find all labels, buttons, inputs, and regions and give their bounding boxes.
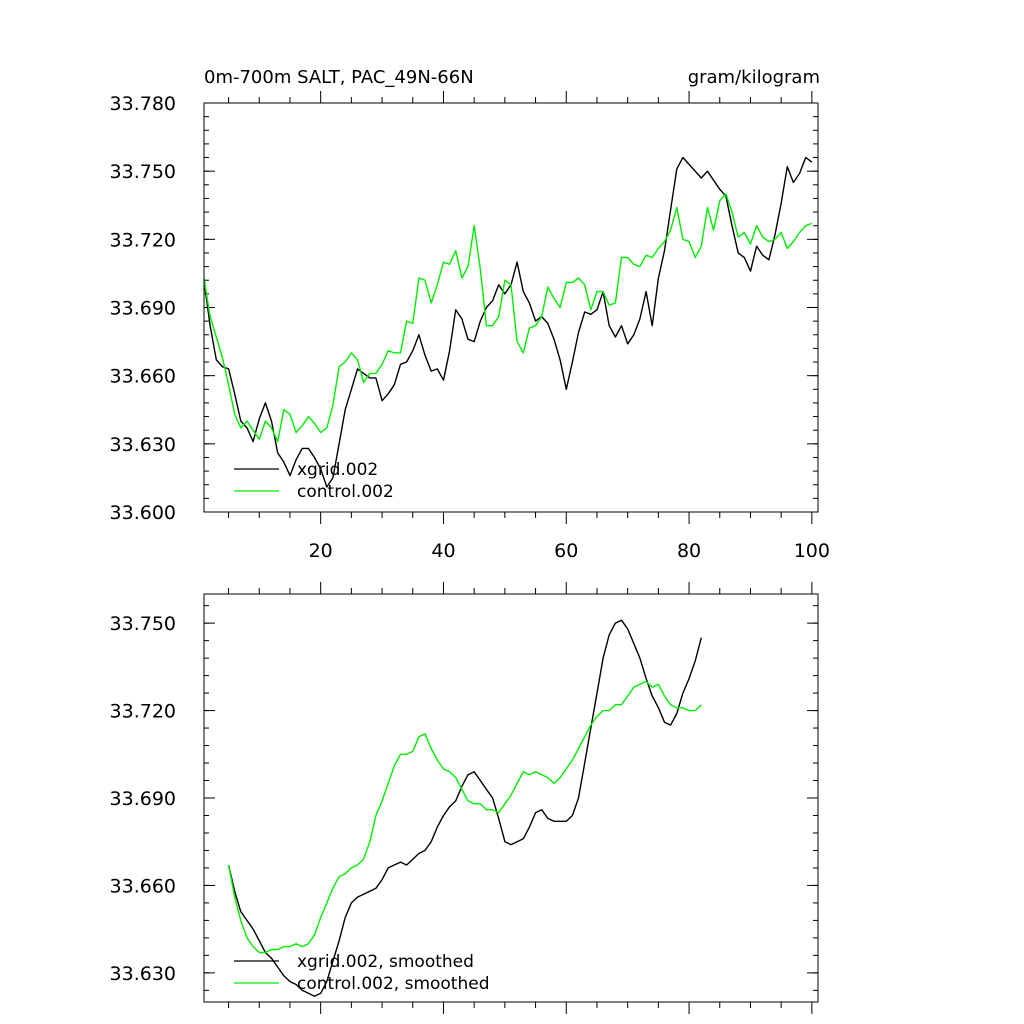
chart-title: 0m-700m SALT, PAC_49N-66N: [204, 67, 474, 88]
series-line-control: [203, 193, 813, 443]
minor-ticks: [204, 588, 818, 1008]
y-tick-label: 33.720: [110, 701, 176, 723]
legend-label-control: control.002: [297, 482, 394, 502]
x-tick-label: 100: [794, 540, 830, 562]
major-ticks: [204, 582, 818, 1014]
legend: xgrid.002, smoothed control.002, smoothe…: [234, 952, 490, 994]
series-group: [203, 156, 813, 488]
y-tick-label: 33.660: [110, 875, 176, 897]
legend-label-xgrid-smoothed: xgrid.002, smoothed: [297, 952, 474, 972]
y-tick-label: 33.720: [110, 229, 176, 251]
x-tick-label: 60: [554, 540, 578, 562]
plot-frame: [203, 102, 819, 513]
series-line-control: [227, 680, 702, 954]
series-group: [227, 619, 702, 997]
top-panel: 0m-700m SALT, PAC_49N-66N gram/kilogram …: [110, 67, 830, 562]
x-tick-label: 20: [309, 540, 333, 562]
minor-ticks: [204, 97, 818, 518]
x-tick-label: 80: [677, 540, 701, 562]
y-tick-label: 33.750: [110, 613, 176, 635]
y-tick-label: 33.690: [110, 788, 176, 810]
y-tick-label: 33.630: [110, 434, 176, 456]
plot-frame: [203, 593, 819, 1003]
y-tick-label: 33.690: [110, 298, 176, 320]
series-line-xgrid: [227, 619, 702, 997]
y-tick-label: 33.660: [110, 366, 176, 388]
units-label: gram/kilogram: [688, 67, 820, 88]
x-tick-label: 40: [431, 540, 455, 562]
y-tick-label: 33.780: [110, 93, 176, 115]
y-tick-label: 33.630: [110, 963, 176, 985]
y-tick-label: 33.750: [110, 161, 176, 183]
x-tick-labels: 20 40 60 80 100: [309, 540, 830, 562]
legend-label-control-smoothed: control.002, smoothed: [297, 974, 490, 994]
bottom-panel: 33.630 33.660 33.690 33.720 33.750 xgrid.002…: [110, 582, 819, 1014]
series-line-xgrid: [203, 156, 813, 488]
legend: xgrid.002 control.002: [234, 460, 394, 502]
y-tick-label: 33.600: [110, 502, 176, 524]
legend-label-xgrid: xgrid.002: [297, 460, 378, 480]
y-tick-labels: 33.600 33.630 33.660 33.690 33.720 33.750 33.7…: [110, 93, 176, 524]
y-tick-labels: 33.630 33.660 33.690 33.720 33.750: [110, 613, 176, 985]
